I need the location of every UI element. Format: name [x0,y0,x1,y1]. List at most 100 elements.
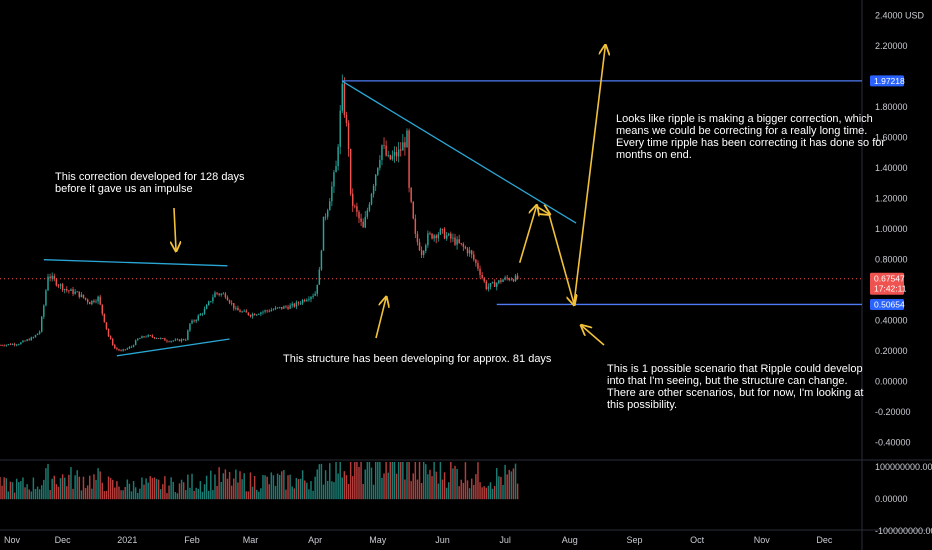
x-tick-label: Dec [55,535,72,545]
volume-bar [226,478,229,500]
y-tick-label: 1.60000 [875,133,908,143]
candle-body [498,280,500,284]
trendline[interactable] [116,338,230,357]
x-tick-label: Jun [435,535,450,545]
annotation-note[interactable]: This correction developed for 128 daysbe… [55,171,245,195]
candle-body [172,340,174,342]
candle-body [326,210,329,217]
volume-bar [145,478,147,500]
projection-arrow[interactable] [573,46,605,305]
candle-body [162,338,164,339]
candle-body [362,221,364,228]
trendline[interactable] [341,80,577,224]
volume-bar [506,474,508,500]
volume-bar [76,470,78,500]
candle-body [222,293,225,295]
projection-arrow[interactable] [518,206,537,263]
candle-body [182,339,185,341]
volume-bar [118,486,120,500]
note-arrow-scenario[interactable] [582,326,605,346]
candle-body [80,294,83,297]
volume-tick-label: 100000000.00000 [875,462,932,472]
candle-body [393,152,396,156]
volume-bar [159,489,162,500]
candle-body [358,211,360,219]
volume-bar [13,492,16,500]
note-arrow-128-days[interactable] [174,207,176,250]
trendline[interactable] [43,259,228,267]
projection-arrow[interactable] [535,206,549,214]
volume-bar [489,482,492,500]
volume-bar [301,470,304,500]
candle-body [324,216,327,218]
volume-bar [266,476,268,500]
candle-body [61,284,64,290]
candle-body [233,303,235,309]
volume-bar [341,477,344,500]
volume-bar [216,485,218,500]
volume-bar [272,475,275,500]
candle-body [475,259,477,264]
candle-body [408,130,410,188]
candle-body [389,155,392,160]
candle-body [207,301,210,306]
candle-body [132,345,135,347]
candle-body [7,344,10,345]
candle-body [116,348,118,350]
volume-bar [306,482,308,500]
candle-body [126,348,129,350]
candle-body [445,235,448,239]
candle-body [245,310,248,313]
y-tick-label: 2.4000 USD [875,11,925,21]
candle-body [414,218,417,234]
candle-body [287,306,289,309]
candle-body [456,239,458,245]
candle-body [84,297,87,300]
candle-body [45,290,47,306]
candle-body [502,279,504,282]
candle-body [124,349,126,351]
candle-body [510,279,513,281]
candle-body [343,83,346,115]
annotation-note[interactable]: Looks like ripple is making a bigger cor… [616,113,885,161]
annotation-line: There are other scenarios, but for now, … [607,387,863,399]
x-tick-label: Dec [816,535,833,545]
candle-body [97,296,99,302]
candle-body [15,344,18,346]
candle-body [220,293,222,295]
volume-bar [78,476,81,500]
volume-bar [245,491,248,500]
volume-bar [47,463,49,500]
candle-body [377,167,379,175]
candle-body [237,307,239,311]
projection-arrow[interactable] [548,213,574,304]
volume-bar [448,482,450,500]
volume-bar [312,490,314,500]
volume-bar [437,483,440,500]
volume-bar [91,488,93,500]
candle-body [143,336,145,338]
candle-body [89,302,91,305]
annotation-note[interactable]: This structure has been developing for a… [283,353,552,365]
x-tick-label: Aug [562,535,578,545]
candle-body [368,204,371,211]
x-tick-label: May [369,535,387,545]
note-arrow-81-days[interactable] [375,298,386,339]
volume-bar [414,462,417,500]
candle-body [395,152,398,157]
candle-body [134,340,137,346]
volume-bar [130,491,133,500]
candle-body [297,302,300,304]
annotation-note[interactable]: This is 1 possible scenario that Ripple … [607,363,863,411]
candle-body [72,289,74,294]
volume-bar [147,482,149,500]
candle-body [170,340,172,342]
candle-body [354,205,356,207]
candle-body [416,233,419,243]
volume-bar [26,484,28,500]
volume-bar [439,462,442,500]
candle-body [189,323,191,331]
candle-body [224,293,227,298]
